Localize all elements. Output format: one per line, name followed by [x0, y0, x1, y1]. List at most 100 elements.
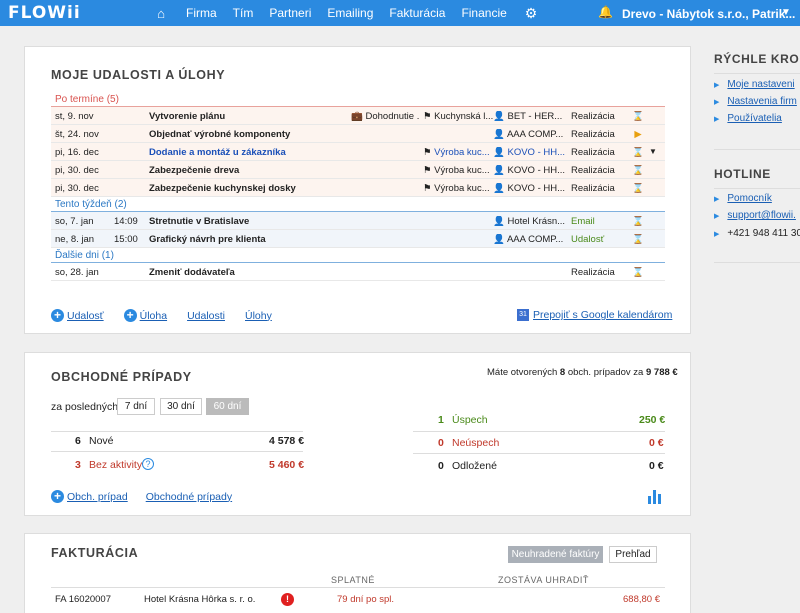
hourglass-icon[interactable]: ⌛	[632, 234, 644, 245]
stat-inactive-label[interactable]: Bez aktivity	[89, 459, 143, 471]
invoicing-panel: FAKTURÁCIA Neuhradené faktúry Prehľad SP…	[24, 533, 691, 613]
nav-partneri[interactable]: Partneri	[269, 6, 312, 20]
helper-link[interactable]: Pomocník	[727, 193, 772, 204]
main-nav: ⌂ Firma Tím Partneri Emailing Fakturácia…	[150, 0, 537, 26]
add-event-link[interactable]: Udalosť	[67, 309, 104, 322]
event-title[interactable]: Dodanie a montáž u zákazníka	[149, 147, 286, 158]
nav-financie[interactable]: Financie	[461, 6, 507, 20]
stat-fail-label[interactable]: Neúspech	[452, 437, 500, 449]
event-company[interactable]: 👤 KOVO - HH...	[493, 183, 567, 194]
events-panel: MOJE UDALOSTI A ÚLOHY Po termíne (5) st,…	[24, 46, 691, 334]
stat-new-label[interactable]: Nové	[89, 435, 114, 447]
help-icon[interactable]: ?	[142, 458, 154, 470]
period-30-button[interactable]: 30 dní	[160, 398, 202, 415]
add-task-link[interactable]: Úloha	[139, 309, 168, 322]
plus-icon[interactable]: +	[51, 309, 64, 322]
nav-tim[interactable]: Tím	[232, 6, 254, 20]
company-settings-link[interactable]: Nastavenia firm	[727, 96, 797, 107]
nav-fakturacia[interactable]: Fakturácia	[389, 6, 446, 20]
add-deal-link[interactable]: Obch. prípad	[67, 490, 128, 503]
event-title[interactable]: Zabezpečenie dreva	[149, 165, 240, 176]
hourglass-icon[interactable]: ⌛	[632, 147, 644, 158]
event-row[interactable]: pi, 30. dec Zabezpečenie kuchynskej dosk…	[51, 179, 665, 197]
period-60-button[interactable]: 60 dní	[206, 398, 249, 415]
flag-icon: ⚑	[423, 183, 432, 194]
event-row[interactable]: so, 28. jan Zmeniť dodávateľa Realizácia…	[51, 263, 665, 281]
deals-link[interactable]: Obchodné prípady	[145, 490, 233, 503]
period-7-button[interactable]: 7 dní	[117, 398, 155, 415]
nav-firma[interactable]: Firma	[186, 6, 217, 20]
stat-new-value: 4 578 €	[269, 435, 305, 447]
event-row[interactable]: so, 7. jan 14:09 Stretnutie v Bratislave…	[51, 212, 665, 230]
chevron-down-icon[interactable]: ▼	[781, 7, 791, 18]
event-row[interactable]: ne, 8. jan 15:00 Grafický návrh pre klie…	[51, 230, 665, 248]
invoice-client[interactable]: Hotel Krásna Hôrka s. r. o.	[144, 594, 256, 605]
row-menu-caret-icon[interactable]: ▼	[649, 147, 657, 156]
hourglass-icon[interactable]: ⌛	[632, 216, 644, 227]
app-logo[interactable]: FLOWii	[8, 3, 81, 23]
google-calendar-link[interactable]: Prepojiť s Google kalendárom	[533, 309, 673, 321]
hourglass-icon[interactable]: ⌛	[632, 267, 644, 278]
company-switcher[interactable]: Drevo - Nábytok s.r.o., Patrik...	[622, 7, 796, 21]
deals-panel: OBCHODNÉ PRÍPADY Máte otvorených 8 obch.…	[24, 352, 691, 516]
event-row[interactable]: pi, 30. dec Zabezpečenie dreva ⚑ Výroba …	[51, 161, 665, 179]
event-title[interactable]: Zabezpečenie kuchynskej dosky	[149, 183, 296, 194]
play-icon[interactable]: ▶	[634, 129, 642, 140]
event-title[interactable]: Grafický návrh pre klienta	[149, 234, 266, 245]
plus-icon[interactable]: +	[51, 490, 64, 503]
events-link[interactable]: Udalosti	[187, 309, 225, 322]
hourglass-icon[interactable]: ⌛	[632, 165, 644, 176]
users-link[interactable]: Používatelia	[727, 113, 782, 124]
hourglass-icon[interactable]: ⌛	[632, 183, 644, 194]
hotline-title: HOTLINE	[714, 167, 771, 181]
event-title[interactable]: Vytvorenie plánu	[149, 111, 226, 122]
bell-icon[interactable]: 🔔	[598, 5, 613, 19]
stat-success-label[interactable]: Úspech	[452, 414, 488, 426]
event-company[interactable]: 👤 KOVO - HH...	[493, 165, 567, 176]
gear-icon[interactable]: ⚙	[524, 4, 538, 21]
hotline-link: ▶ support@flowii.	[714, 210, 796, 221]
event-title[interactable]: Stretnutie v Bratislave	[149, 216, 250, 227]
triangle-right-icon: ▶	[714, 99, 720, 106]
event-company-text: KOVO - HH...	[507, 183, 566, 194]
plus-icon[interactable]: +	[123, 309, 137, 322]
divider	[51, 587, 665, 588]
event-row[interactable]: pi, 16. dec Dodanie a montáž u zákazníka…	[51, 143, 665, 161]
event-title[interactable]: Zmeniť dodávateľa	[149, 267, 235, 278]
event-title[interactable]: Objednať výrobné komponenty	[149, 129, 291, 140]
divider	[714, 188, 800, 189]
event-company[interactable]: 👤 BET - HER...	[493, 111, 567, 122]
invoice-number[interactable]: FA 16020007	[55, 594, 111, 605]
event-row[interactable]: št, 24. nov Objednať výrobné komponenty …	[51, 125, 665, 143]
event-place: 💼 Dohodnutie ...	[351, 111, 419, 122]
overview-button[interactable]: Prehľad	[609, 546, 657, 563]
event-company[interactable]: 👤 KOVO - HH...	[493, 147, 567, 158]
person-icon: 👤	[493, 111, 505, 122]
events-actions: + Udalosť + Úloha Udalosti Úlohy	[51, 309, 272, 322]
invoice-due: 79 dní po spl.	[337, 594, 395, 605]
event-company[interactable]: 👤 AAA COMP...	[493, 234, 567, 245]
right-sidebar: RÝCHLE KRO ▶ Moje nastaveni ▶ Nastavenia f…	[714, 52, 800, 263]
bar-chart-icon[interactable]	[648, 490, 662, 504]
home-icon[interactable]: ⌂	[157, 5, 165, 21]
support-email-link[interactable]: support@flowii.	[727, 210, 796, 221]
event-company[interactable]: 👤 Hotel Krásn...	[493, 216, 567, 227]
event-category-text: Kuchynská l...	[434, 111, 493, 122]
event-company-text: Hotel Krásn...	[507, 216, 566, 227]
deals-summary-mid: obch. prípadov za	[567, 367, 644, 378]
event-company[interactable]: 👤 AAA COMP...	[493, 129, 567, 140]
deals-actions: + Obch. prípad Obchodné prípady	[51, 490, 232, 503]
my-settings-link[interactable]: Moje nastaveni	[727, 79, 795, 90]
event-row[interactable]: st, 9. nov Vytvorenie plánu 💼 Dohodnutie…	[51, 107, 665, 125]
section-this-week: Tento týždeň (2)	[51, 197, 665, 212]
quick-links-title: RÝCHLE KRO	[714, 52, 800, 66]
tasks-link[interactable]: Úlohy	[245, 309, 272, 322]
stat-inactive-value: 5 460 €	[269, 459, 305, 471]
unpaid-invoices-button[interactable]: Neuhradené faktúry	[508, 546, 603, 563]
nav-emailing[interactable]: Emailing	[327, 6, 374, 20]
event-category-text: Výroba kuc...	[434, 165, 490, 176]
event-type: Realizácia	[571, 129, 615, 140]
hourglass-icon[interactable]: ⌛	[632, 111, 644, 122]
stat-postponed-label[interactable]: Odložené	[452, 460, 497, 472]
event-time: 15:00	[114, 234, 138, 245]
